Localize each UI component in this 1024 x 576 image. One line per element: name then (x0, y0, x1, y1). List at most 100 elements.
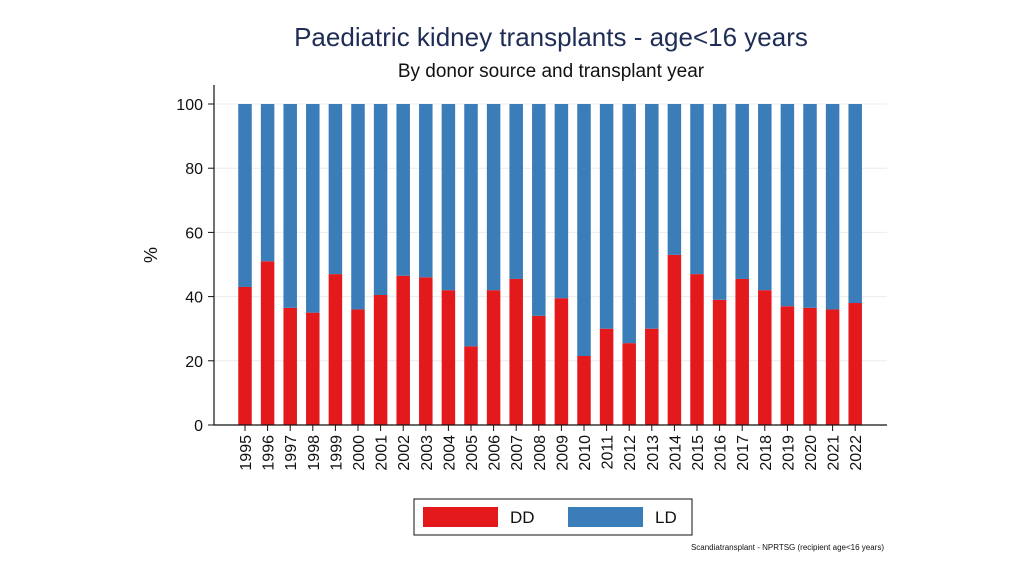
bar-dd-2006 (486, 290, 501, 425)
x-tick-label: 2013 (645, 435, 662, 471)
bar-dd-2009 (554, 298, 569, 425)
bar-ld-2010 (577, 104, 591, 356)
bar-ld-1999 (328, 104, 343, 275)
bar-dd-2012 (622, 343, 636, 425)
x-tick-label: 2003 (419, 435, 436, 471)
bar-ld-2005 (464, 104, 478, 347)
bar-dd-2007 (509, 278, 523, 425)
chart-subtitle: By donor source and transplant year (398, 61, 705, 82)
x-tick-label: 1996 (261, 435, 278, 471)
bar-dd-1996 (260, 261, 275, 425)
x-tick-label: 2015 (690, 435, 707, 471)
bar-dd-2014 (667, 254, 682, 425)
bar-dd-2021 (825, 309, 840, 425)
bar-ld-2011 (599, 104, 614, 329)
x-tick-label: 2018 (758, 435, 775, 471)
gridlines (214, 103, 887, 362)
bar-ld-2002 (396, 104, 410, 276)
x-tick-label: 1998 (306, 435, 323, 471)
bar-dd-2000 (351, 309, 365, 425)
axes: 0 20 40 60 80 100 1995 1996 1997 1998 1999 2000 2001… (176, 85, 887, 471)
bar-dd-2003 (419, 277, 433, 425)
bar-ld-1995 (238, 104, 252, 287)
x-tick-label: 2008 (532, 435, 549, 471)
bar-ld-2018 (758, 104, 772, 291)
bar-ld-1997 (283, 104, 297, 308)
x-tick-label: 2020 (803, 435, 820, 471)
y-tick-label: 40 (185, 290, 203, 307)
x-tick-label: 2017 (735, 435, 752, 471)
bar-dd-2005 (464, 346, 478, 425)
bar-dd-2010 (577, 355, 591, 425)
bar-ld-2003 (419, 104, 433, 278)
bar-dd-2020 (803, 307, 817, 425)
x-tick-label: 2001 (374, 435, 391, 471)
bar-dd-2019 (780, 306, 795, 425)
bar-ld-1996 (260, 104, 275, 262)
bar-dd-2001 (373, 294, 388, 425)
x-tick-label: 2002 (396, 435, 413, 471)
bar-dd-2011 (599, 328, 614, 425)
bar-dd-2018 (758, 290, 772, 425)
bar-dd-2015 (690, 274, 704, 425)
bar-ld-2004 (441, 104, 456, 291)
bar-ld-2006 (486, 104, 501, 291)
bar-ld-2012 (622, 104, 636, 344)
legend-label-ld: LD (655, 508, 677, 527)
x-tick-label: 2007 (509, 435, 526, 471)
bar-dd-2017 (735, 278, 749, 425)
bar-ld-2020 (803, 104, 817, 308)
bar-dd-1997 (283, 307, 297, 425)
y-tick-label: 20 (185, 354, 203, 371)
x-tick-label: 2006 (487, 435, 504, 471)
bar-dd-1995 (238, 286, 252, 425)
x-tick-label: 2022 (848, 435, 865, 471)
legend-swatch-ld (568, 507, 643, 527)
y-tick-label: 100 (176, 97, 203, 114)
x-tick-label: 2016 (713, 435, 730, 471)
x-tick-label: 2014 (667, 435, 684, 471)
bar-dd-2013 (645, 328, 659, 425)
x-tick-label: 1997 (283, 435, 300, 471)
x-tick-label: 2004 (441, 435, 458, 471)
x-tick-label: 2019 (780, 435, 797, 471)
bar-ld-2013 (645, 104, 659, 329)
bar-ld-2015 (690, 104, 704, 275)
bar-ld-2022 (848, 104, 862, 304)
bar-ld-2014 (667, 104, 682, 255)
bar-dd-2022 (848, 303, 862, 425)
x-tick-label: 2012 (622, 435, 639, 471)
x-tick-label: 2009 (554, 435, 571, 471)
bar-dd-2004 (441, 290, 456, 425)
legend: DD LD (413, 498, 693, 536)
x-tick-label: 2010 (577, 435, 594, 471)
y-axis-label: % (141, 247, 161, 263)
x-tick-label: 2011 (600, 435, 617, 470)
bar-ld-2001 (373, 104, 388, 295)
x-tick-label: 2000 (351, 435, 368, 471)
bars (238, 104, 862, 425)
bar-ld-1998 (306, 104, 320, 313)
bar-dd-1998 (306, 312, 320, 425)
x-tick-label: 2021 (826, 435, 843, 471)
bar-dd-2002 (396, 275, 410, 425)
y-tick-label: 0 (194, 418, 203, 435)
bar-ld-2007 (509, 104, 523, 279)
bar-ld-2019 (780, 104, 795, 307)
x-tick-label: 2005 (464, 435, 481, 471)
bar-ld-2009 (554, 104, 569, 299)
y-tick-label: 60 (185, 225, 203, 242)
bar-ld-2021 (825, 104, 840, 310)
y-tick-label: 80 (185, 161, 203, 178)
legend-box (413, 498, 693, 536)
bar-dd-1999 (328, 274, 343, 425)
legend-label-dd: DD (510, 508, 535, 527)
x-tick-label: 1999 (328, 435, 345, 471)
legend-swatch-dd (423, 507, 498, 527)
bar-ld-2016 (712, 104, 727, 300)
chart-title: Paediatric kidney transplants - age<16 y… (294, 22, 808, 52)
bar-ld-2000 (351, 104, 365, 310)
bar-dd-2008 (532, 315, 546, 425)
bar-dd-2016 (712, 299, 727, 425)
